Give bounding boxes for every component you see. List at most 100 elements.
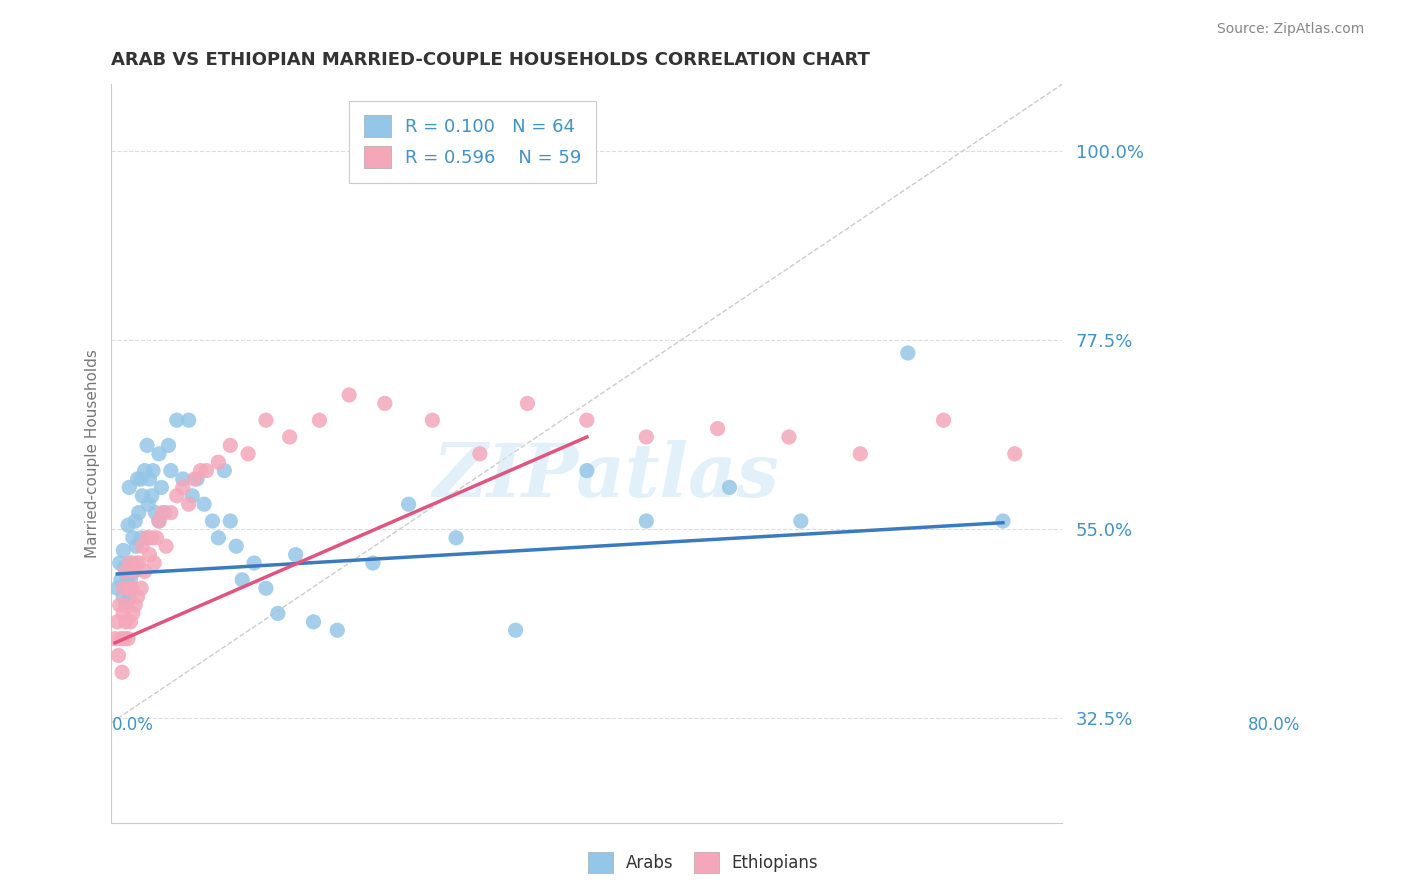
Point	[145, 506, 167, 520]
Point	[105, 581, 128, 595]
Point	[118, 556, 141, 570]
Point	[125, 539, 148, 553]
Point	[145, 531, 167, 545]
Point	[267, 607, 290, 621]
Text: ARAB VS ETHIOPIAN MARRIED-COUPLE HOUSEHOLDS CORRELATION CHART: ARAB VS ETHIOPIAN MARRIED-COUPLE HOUSEHO…	[111, 51, 870, 69]
Point	[337, 388, 360, 402]
Point	[422, 413, 444, 427]
Point	[172, 472, 194, 486]
Point	[326, 624, 349, 638]
Point	[516, 396, 538, 410]
Point	[444, 531, 467, 545]
Point	[157, 438, 180, 452]
Point	[172, 480, 194, 494]
Point	[136, 438, 159, 452]
Point	[706, 421, 728, 435]
Point	[190, 464, 212, 478]
Point	[122, 565, 145, 579]
Point	[254, 413, 277, 427]
Legend: Arabs, Ethiopians: Arabs, Ethiopians	[581, 846, 825, 880]
Point	[120, 615, 142, 629]
Point	[254, 581, 277, 595]
Point	[136, 497, 159, 511]
Point	[243, 556, 266, 570]
Point	[118, 581, 141, 595]
Point	[361, 556, 384, 570]
Point	[117, 632, 139, 646]
Point	[115, 598, 138, 612]
Point	[114, 560, 136, 574]
Y-axis label: Married-couple Households: Married-couple Households	[86, 350, 100, 558]
Point	[219, 514, 242, 528]
Text: ZIPatlas: ZIPatlas	[433, 440, 779, 512]
Point	[214, 464, 236, 478]
Point	[111, 665, 134, 680]
Point	[778, 430, 800, 444]
Point	[155, 539, 177, 553]
Point	[148, 514, 170, 528]
Point	[575, 464, 598, 478]
Point	[104, 632, 127, 646]
Point	[932, 413, 955, 427]
Point	[117, 518, 139, 533]
Point	[897, 346, 920, 360]
Text: Source: ZipAtlas.com: Source: ZipAtlas.com	[1216, 22, 1364, 37]
Point	[231, 573, 253, 587]
Point	[121, 581, 143, 595]
Point	[141, 531, 163, 545]
Point	[108, 556, 131, 570]
Point	[114, 565, 136, 579]
Point	[195, 464, 218, 478]
Point	[278, 430, 301, 444]
Point	[505, 624, 527, 638]
Text: 80.0%: 80.0%	[1247, 716, 1301, 734]
Point	[236, 447, 259, 461]
Point	[112, 543, 135, 558]
Legend: R = 0.100   N = 64, R = 0.596    N = 59: R = 0.100 N = 64, R = 0.596 N = 59	[349, 101, 596, 183]
Point	[374, 396, 396, 410]
Point	[308, 413, 330, 427]
Point	[166, 413, 188, 427]
Point	[127, 590, 149, 604]
Point	[124, 598, 146, 612]
Point	[160, 464, 183, 478]
Point	[128, 506, 150, 520]
Point	[181, 489, 204, 503]
Point	[141, 489, 163, 503]
Point	[177, 413, 200, 427]
Text: 0.0%: 0.0%	[111, 716, 153, 734]
Point	[636, 430, 658, 444]
Point	[148, 447, 170, 461]
Point	[991, 514, 1014, 528]
Point	[790, 514, 813, 528]
Point	[136, 531, 159, 545]
Point	[134, 565, 156, 579]
Point	[138, 472, 160, 486]
Point	[138, 548, 160, 562]
Point	[1004, 447, 1026, 461]
Point	[152, 506, 174, 520]
Point	[136, 531, 159, 545]
Point	[118, 590, 141, 604]
Point	[114, 598, 136, 612]
Point	[122, 565, 145, 579]
Point	[105, 615, 128, 629]
Point	[143, 556, 166, 570]
Point	[148, 514, 170, 528]
Point	[142, 464, 165, 478]
Point	[134, 464, 156, 478]
Point	[114, 632, 136, 646]
Point	[125, 556, 148, 570]
Point	[186, 472, 208, 486]
Point	[110, 632, 132, 646]
Point	[129, 531, 152, 545]
Point	[129, 581, 152, 595]
Point	[129, 472, 152, 486]
Point	[153, 506, 176, 520]
Point	[131, 539, 153, 553]
Point	[112, 581, 135, 595]
Point	[160, 506, 183, 520]
Point	[207, 531, 229, 545]
Point	[636, 514, 658, 528]
Point	[127, 472, 149, 486]
